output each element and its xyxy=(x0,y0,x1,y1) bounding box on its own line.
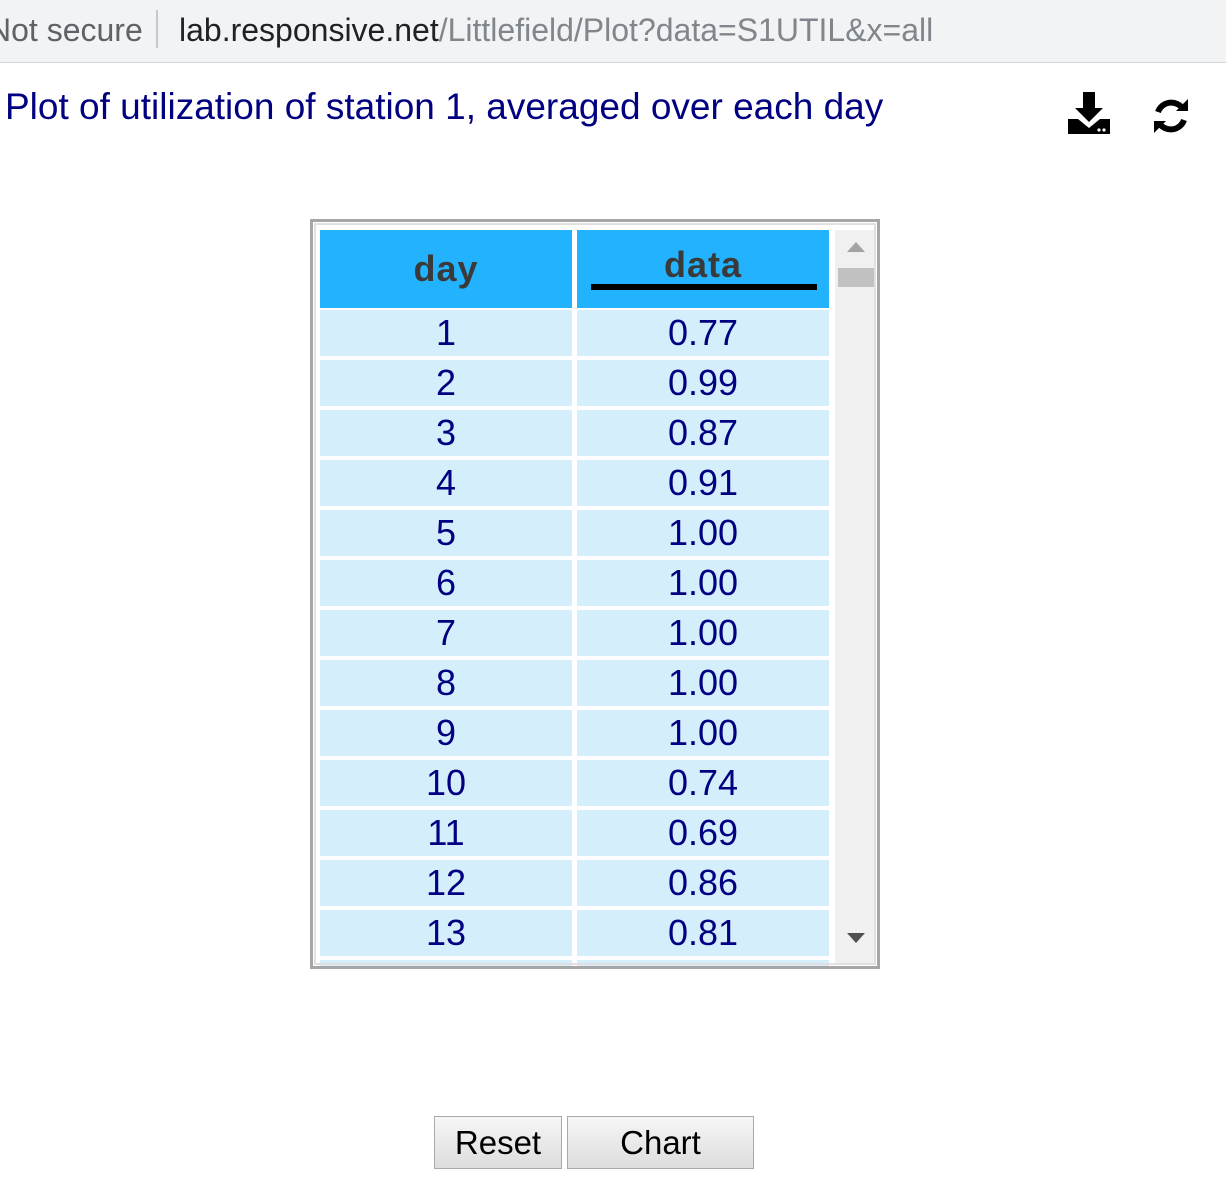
refresh-icon[interactable] xyxy=(1152,97,1190,135)
table-header-row: day data xyxy=(320,230,829,308)
cell-data: 1.00 xyxy=(577,610,829,656)
cell-data: 1.00 xyxy=(577,660,829,706)
table-row: 5 1.00 xyxy=(320,510,829,560)
download-icon[interactable] xyxy=(1066,92,1112,136)
cell-data: 0.99 xyxy=(577,360,829,406)
security-indicator[interactable]: Not secure xyxy=(0,12,143,48)
cell-day: 6 xyxy=(320,560,572,606)
chart-button[interactable]: Chart xyxy=(567,1116,754,1169)
data-grid: day data 1 0.77 2 0.99 3 0.87 4 0.91 5 1.00 6 1.00 7… xyxy=(320,230,829,966)
url-path: /Littlefield/Plot?data=S1UTIL&x=all xyxy=(438,12,934,48)
table-row: 11 0.69 xyxy=(320,810,829,860)
cell-partial xyxy=(320,960,572,966)
cell-data: 0.74 xyxy=(577,760,829,806)
url-host: lab.responsive.net xyxy=(179,12,439,48)
cell-day: 13 xyxy=(320,910,572,956)
cell-data: 1.00 xyxy=(577,560,829,606)
table-row: 1 0.77 xyxy=(320,310,829,360)
cell-data: 0.87 xyxy=(577,410,829,456)
cell-data: 1.00 xyxy=(577,710,829,756)
url-text[interactable]: lab.responsive.net/Littlefield/Plot?data… xyxy=(179,10,933,50)
table-row: 13 0.81 xyxy=(320,910,829,960)
vertical-scrollbar[interactable] xyxy=(835,230,876,964)
scroll-thumb[interactable] xyxy=(838,268,874,287)
cell-data: 0.81 xyxy=(577,910,829,956)
cell-day: 1 xyxy=(320,310,572,356)
cell-data: 0.91 xyxy=(577,460,829,506)
table-row-partial xyxy=(320,960,829,966)
table-row: 3 0.87 xyxy=(320,410,829,460)
table-row: 2 0.99 xyxy=(320,360,829,410)
header-data-label: data xyxy=(663,244,743,285)
cell-day: 10 xyxy=(320,760,572,806)
page-title: Plot of utilization of station 1, averag… xyxy=(5,86,884,127)
header-data[interactable]: data xyxy=(577,230,829,308)
table-row: 7 1.00 xyxy=(320,610,829,660)
cell-data: 0.77 xyxy=(577,310,829,356)
cell-day: 2 xyxy=(320,360,572,406)
cell-day: 12 xyxy=(320,860,572,906)
cell-day: 8 xyxy=(320,660,572,706)
address-divider xyxy=(156,10,158,48)
reset-button[interactable]: Reset xyxy=(434,1116,562,1169)
sort-indicator xyxy=(591,284,817,290)
address-bar[interactable]: Not secure lab.responsive.net/Littlefiel… xyxy=(0,0,1226,63)
cell-partial xyxy=(577,960,829,966)
table-row: 9 1.00 xyxy=(320,710,829,760)
table-row: 6 1.00 xyxy=(320,560,829,610)
scroll-up-arrow-icon[interactable] xyxy=(847,242,865,252)
cell-day: 11 xyxy=(320,810,572,856)
cell-data: 0.69 xyxy=(577,810,829,856)
data-table[interactable]: day data 1 0.77 2 0.99 3 0.87 4 0.91 5 1.00 6 1.00 7… xyxy=(310,219,880,969)
cell-data: 1.00 xyxy=(577,510,829,556)
cell-day: 9 xyxy=(320,710,572,756)
table-row: 12 0.86 xyxy=(320,860,829,910)
cell-day: 4 xyxy=(320,460,572,506)
cell-day: 7 xyxy=(320,610,572,656)
header-day[interactable]: day xyxy=(320,230,572,308)
cell-day: 5 xyxy=(320,510,572,556)
table-row: 10 0.74 xyxy=(320,760,829,810)
cell-data: 0.86 xyxy=(577,860,829,906)
table-row: 8 1.00 xyxy=(320,660,829,710)
cell-day: 3 xyxy=(320,410,572,456)
table-row: 4 0.91 xyxy=(320,460,829,510)
scroll-down-arrow-icon[interactable] xyxy=(847,933,865,943)
